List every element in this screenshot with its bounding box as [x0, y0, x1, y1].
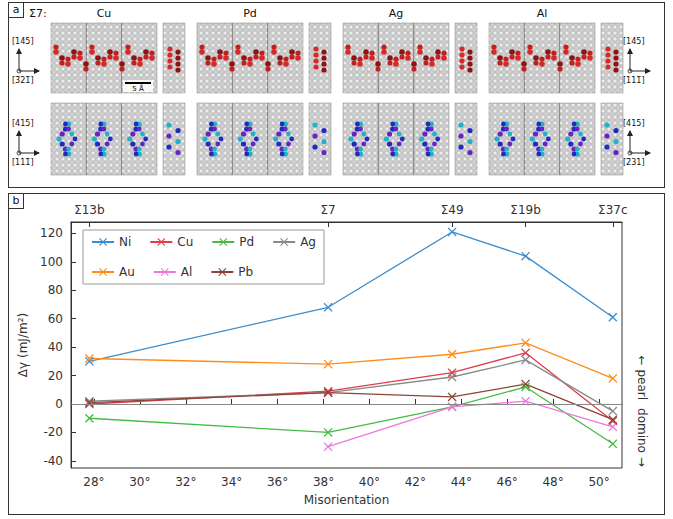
svg-text:60: 60	[48, 312, 63, 326]
svg-text:← pearl: ← pearl	[635, 356, 649, 401]
html-text:a: a	[12, 3, 20, 16]
svg-text:Σ49: Σ49	[441, 203, 464, 217]
svg-text:Misorientation: Misorientation	[304, 493, 390, 507]
svg-text:Σ7:: Σ7:	[29, 7, 47, 20]
svg-text:Al: Al	[181, 265, 193, 279]
svg-text:Pb: Pb	[238, 265, 253, 279]
svg-text:50°: 50°	[588, 475, 609, 489]
svg-text:80: 80	[48, 283, 63, 297]
svg-text:44°: 44°	[451, 475, 472, 489]
svg-text:Al: Al	[537, 7, 548, 20]
svg-text:Pd: Pd	[239, 235, 254, 249]
svg-text:34°: 34°	[221, 475, 242, 489]
svg-text:Ag: Ag	[389, 7, 404, 20]
svg-text:40: 40	[48, 340, 63, 354]
svg-text:40°: 40°	[359, 475, 380, 489]
svg-text:28°: 28°	[83, 475, 104, 489]
svg-text:[415]: [415]	[12, 119, 34, 128]
svg-text:38°: 38°	[313, 475, 334, 489]
svg-text:[145]: [145]	[12, 37, 34, 46]
svg-text:Σ37c: Σ37c	[598, 203, 627, 217]
svg-text:5 Å: 5 Å	[132, 84, 144, 93]
svg-text:[111̄]: [111̄]	[623, 76, 645, 85]
svg-text:Au: Au	[119, 265, 135, 279]
svg-text:[111̄]: [111̄]	[12, 158, 34, 167]
svg-text:Σ7: Σ7	[321, 203, 336, 217]
svg-text:[2̄31]: [2̄31]	[623, 158, 645, 167]
svg-text:Σ13b: Σ13b	[74, 203, 104, 217]
svg-text:domino →: domino →	[635, 408, 649, 467]
svg-text:36°: 36°	[267, 475, 288, 489]
svg-text:Ni: Ni	[119, 235, 131, 249]
svg-text:20: 20	[48, 369, 63, 383]
svg-text:100: 100	[40, 255, 63, 269]
svg-text:Cu: Cu	[97, 7, 112, 20]
svg-text:Pd: Pd	[243, 7, 257, 20]
svg-text:Cu: Cu	[177, 235, 193, 249]
svg-text:0: 0	[55, 397, 63, 411]
svg-text:Ag: Ag	[300, 235, 316, 249]
svg-text:Σ19b: Σ19b	[510, 203, 540, 217]
svg-text:[3̄21̄]: [3̄21̄]	[12, 76, 34, 85]
svg-text:42°: 42°	[405, 475, 426, 489]
svg-text:120: 120	[40, 226, 63, 240]
svg-text:48°: 48°	[542, 475, 563, 489]
svg-text:-20: -20	[43, 425, 63, 439]
svg-text:32°: 32°	[175, 475, 196, 489]
html-text:b: b	[12, 194, 20, 207]
svg-text:[415]: [415]	[623, 119, 645, 128]
svg-text:-40: -40	[43, 454, 63, 468]
svg-text:Δγ (mJ/m²): Δγ (mJ/m²)	[16, 313, 30, 377]
svg-text:30°: 30°	[129, 475, 150, 489]
svg-text:[145]: [145]	[623, 37, 645, 46]
svg-text:46°: 46°	[497, 475, 518, 489]
